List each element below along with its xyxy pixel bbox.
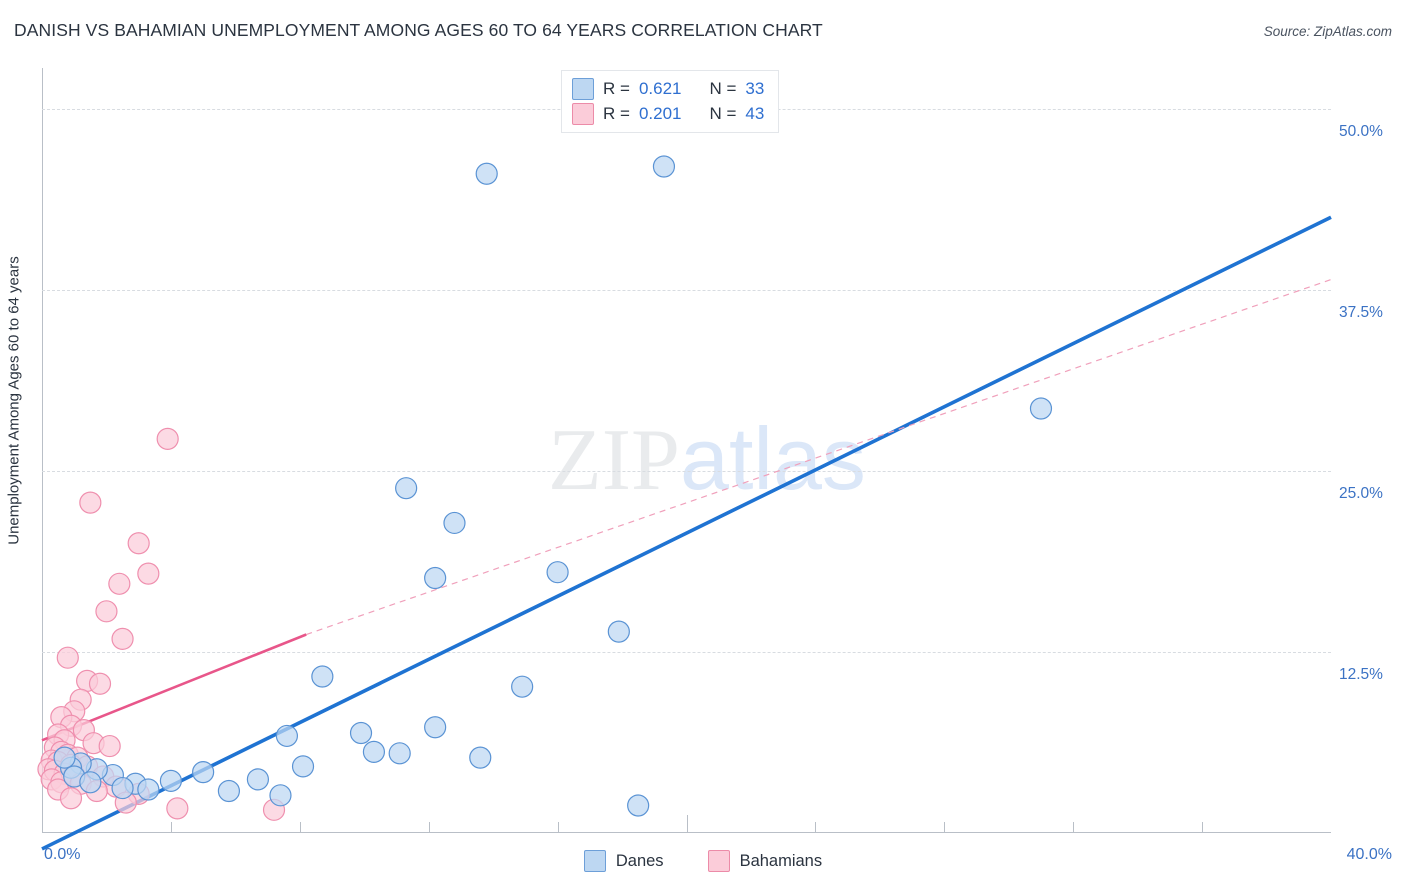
data-point-danes[interactable] (311, 665, 334, 688)
data-point-danes[interactable] (1029, 397, 1053, 420)
data-point-danes[interactable] (443, 511, 466, 535)
r-label-bahamians: R = (603, 104, 630, 123)
scatter-points (37, 155, 1053, 821)
data-point-danes[interactable] (291, 755, 315, 778)
data-point-bahamians[interactable] (56, 646, 79, 669)
x-axis-tick (944, 822, 946, 833)
data-point-danes[interactable] (159, 769, 182, 792)
trendline-danes (41, 215, 1332, 851)
data-point-danes[interactable] (607, 620, 630, 643)
x-axis-tick (686, 815, 688, 833)
r-value-bahamians: 0.201 (638, 104, 682, 123)
series-legend-item-danes[interactable]: Danes (583, 850, 664, 872)
source-attribution: Source: ZipAtlas.com (1263, 24, 1392, 39)
x-axis-tick (1073, 822, 1075, 833)
r-value-danes: 0.621 (638, 79, 682, 98)
data-point-bahamians[interactable] (95, 600, 118, 623)
data-point-danes[interactable] (111, 776, 134, 800)
data-point-danes[interactable] (53, 746, 76, 769)
data-point-danes[interactable] (275, 724, 299, 748)
x-axis-min-label: 0.0% (44, 846, 81, 863)
series-legend: Danes Bahamians (0, 850, 1406, 872)
x-axis-tick (557, 822, 559, 833)
data-point-bahamians[interactable] (166, 797, 189, 820)
gridline-25 (42, 470, 1331, 472)
page-title: DANISH VS BAHAMIAN UNEMPLOYMENT AMONG AG… (14, 20, 823, 40)
data-point-bahamians[interactable] (111, 627, 134, 650)
x-axis-tick (428, 822, 430, 833)
series-swatch-danes (583, 850, 606, 872)
legend-row-bahamians: R = 0.201 N = 43 (572, 103, 764, 125)
gridline-37-5 (42, 289, 1331, 291)
correlation-legend: R = 0.621 N = 33 R = 0.201 N = 43 (561, 70, 780, 133)
data-point-danes[interactable] (362, 740, 386, 763)
gridline-12-5 (42, 651, 1331, 653)
x-axis-tick (1202, 822, 1204, 833)
data-point-danes[interactable] (79, 771, 102, 794)
data-point-danes[interactable] (627, 794, 650, 817)
plot-area (37, 68, 1332, 851)
series-legend-item-bahamians[interactable]: Bahamians (707, 850, 823, 872)
y-axis-line (42, 68, 43, 833)
data-point-danes[interactable] (652, 155, 676, 178)
r-label-danes: R = (603, 79, 630, 98)
data-point-danes[interactable] (475, 162, 498, 185)
x-axis-tick (815, 822, 817, 833)
series-swatch-bahamians (707, 850, 730, 872)
legend-swatch-bahamians (572, 103, 594, 125)
y-tick-label: 25.0% (1339, 484, 1383, 502)
n-label-bahamians: N = (709, 104, 737, 123)
data-point-danes[interactable] (395, 477, 418, 500)
y-axis-title: Unemployment Among Ages 60 to 64 years (5, 256, 23, 545)
data-point-bahamians[interactable] (137, 562, 160, 585)
data-point-danes[interactable] (469, 746, 492, 769)
series-label-danes: Danes (615, 851, 664, 870)
y-tick-label: 12.5% (1339, 665, 1383, 683)
data-point-danes[interactable] (388, 742, 411, 765)
data-point-bahamians[interactable] (88, 672, 112, 695)
data-point-bahamians[interactable] (59, 787, 83, 810)
x-axis-tick (299, 822, 301, 833)
data-point-danes[interactable] (137, 778, 160, 801)
legend-row-danes: R = 0.621 N = 33 (572, 78, 764, 100)
y-tick-label: 37.5% (1339, 303, 1383, 321)
series-label-bahamians: Bahamians (739, 851, 823, 870)
trendline-dashed-bahamians (306, 278, 1332, 636)
data-point-danes[interactable] (192, 761, 215, 784)
data-point-bahamians[interactable] (108, 572, 131, 595)
n-value-danes: 33 (745, 79, 765, 98)
data-point-danes[interactable] (269, 784, 292, 807)
data-point-danes[interactable] (511, 675, 534, 698)
n-value-bahamians: 43 (745, 104, 765, 123)
data-point-bahamians[interactable] (79, 491, 102, 514)
data-point-danes[interactable] (349, 721, 373, 745)
data-point-bahamians[interactable] (127, 532, 150, 555)
data-point-danes[interactable] (246, 768, 270, 791)
data-point-bahamians[interactable] (98, 734, 121, 758)
y-tick-label: 50.0% (1339, 122, 1383, 140)
data-point-danes[interactable] (217, 779, 241, 803)
x-axis-max-label: 40.0% (1346, 846, 1392, 863)
n-label-danes: N = (709, 79, 737, 98)
data-point-bahamians[interactable] (156, 427, 179, 451)
data-point-danes[interactable] (424, 566, 447, 590)
legend-swatch-danes (572, 78, 594, 100)
x-axis-tick (170, 822, 172, 833)
data-point-danes[interactable] (424, 716, 447, 739)
data-point-danes[interactable] (546, 561, 569, 584)
